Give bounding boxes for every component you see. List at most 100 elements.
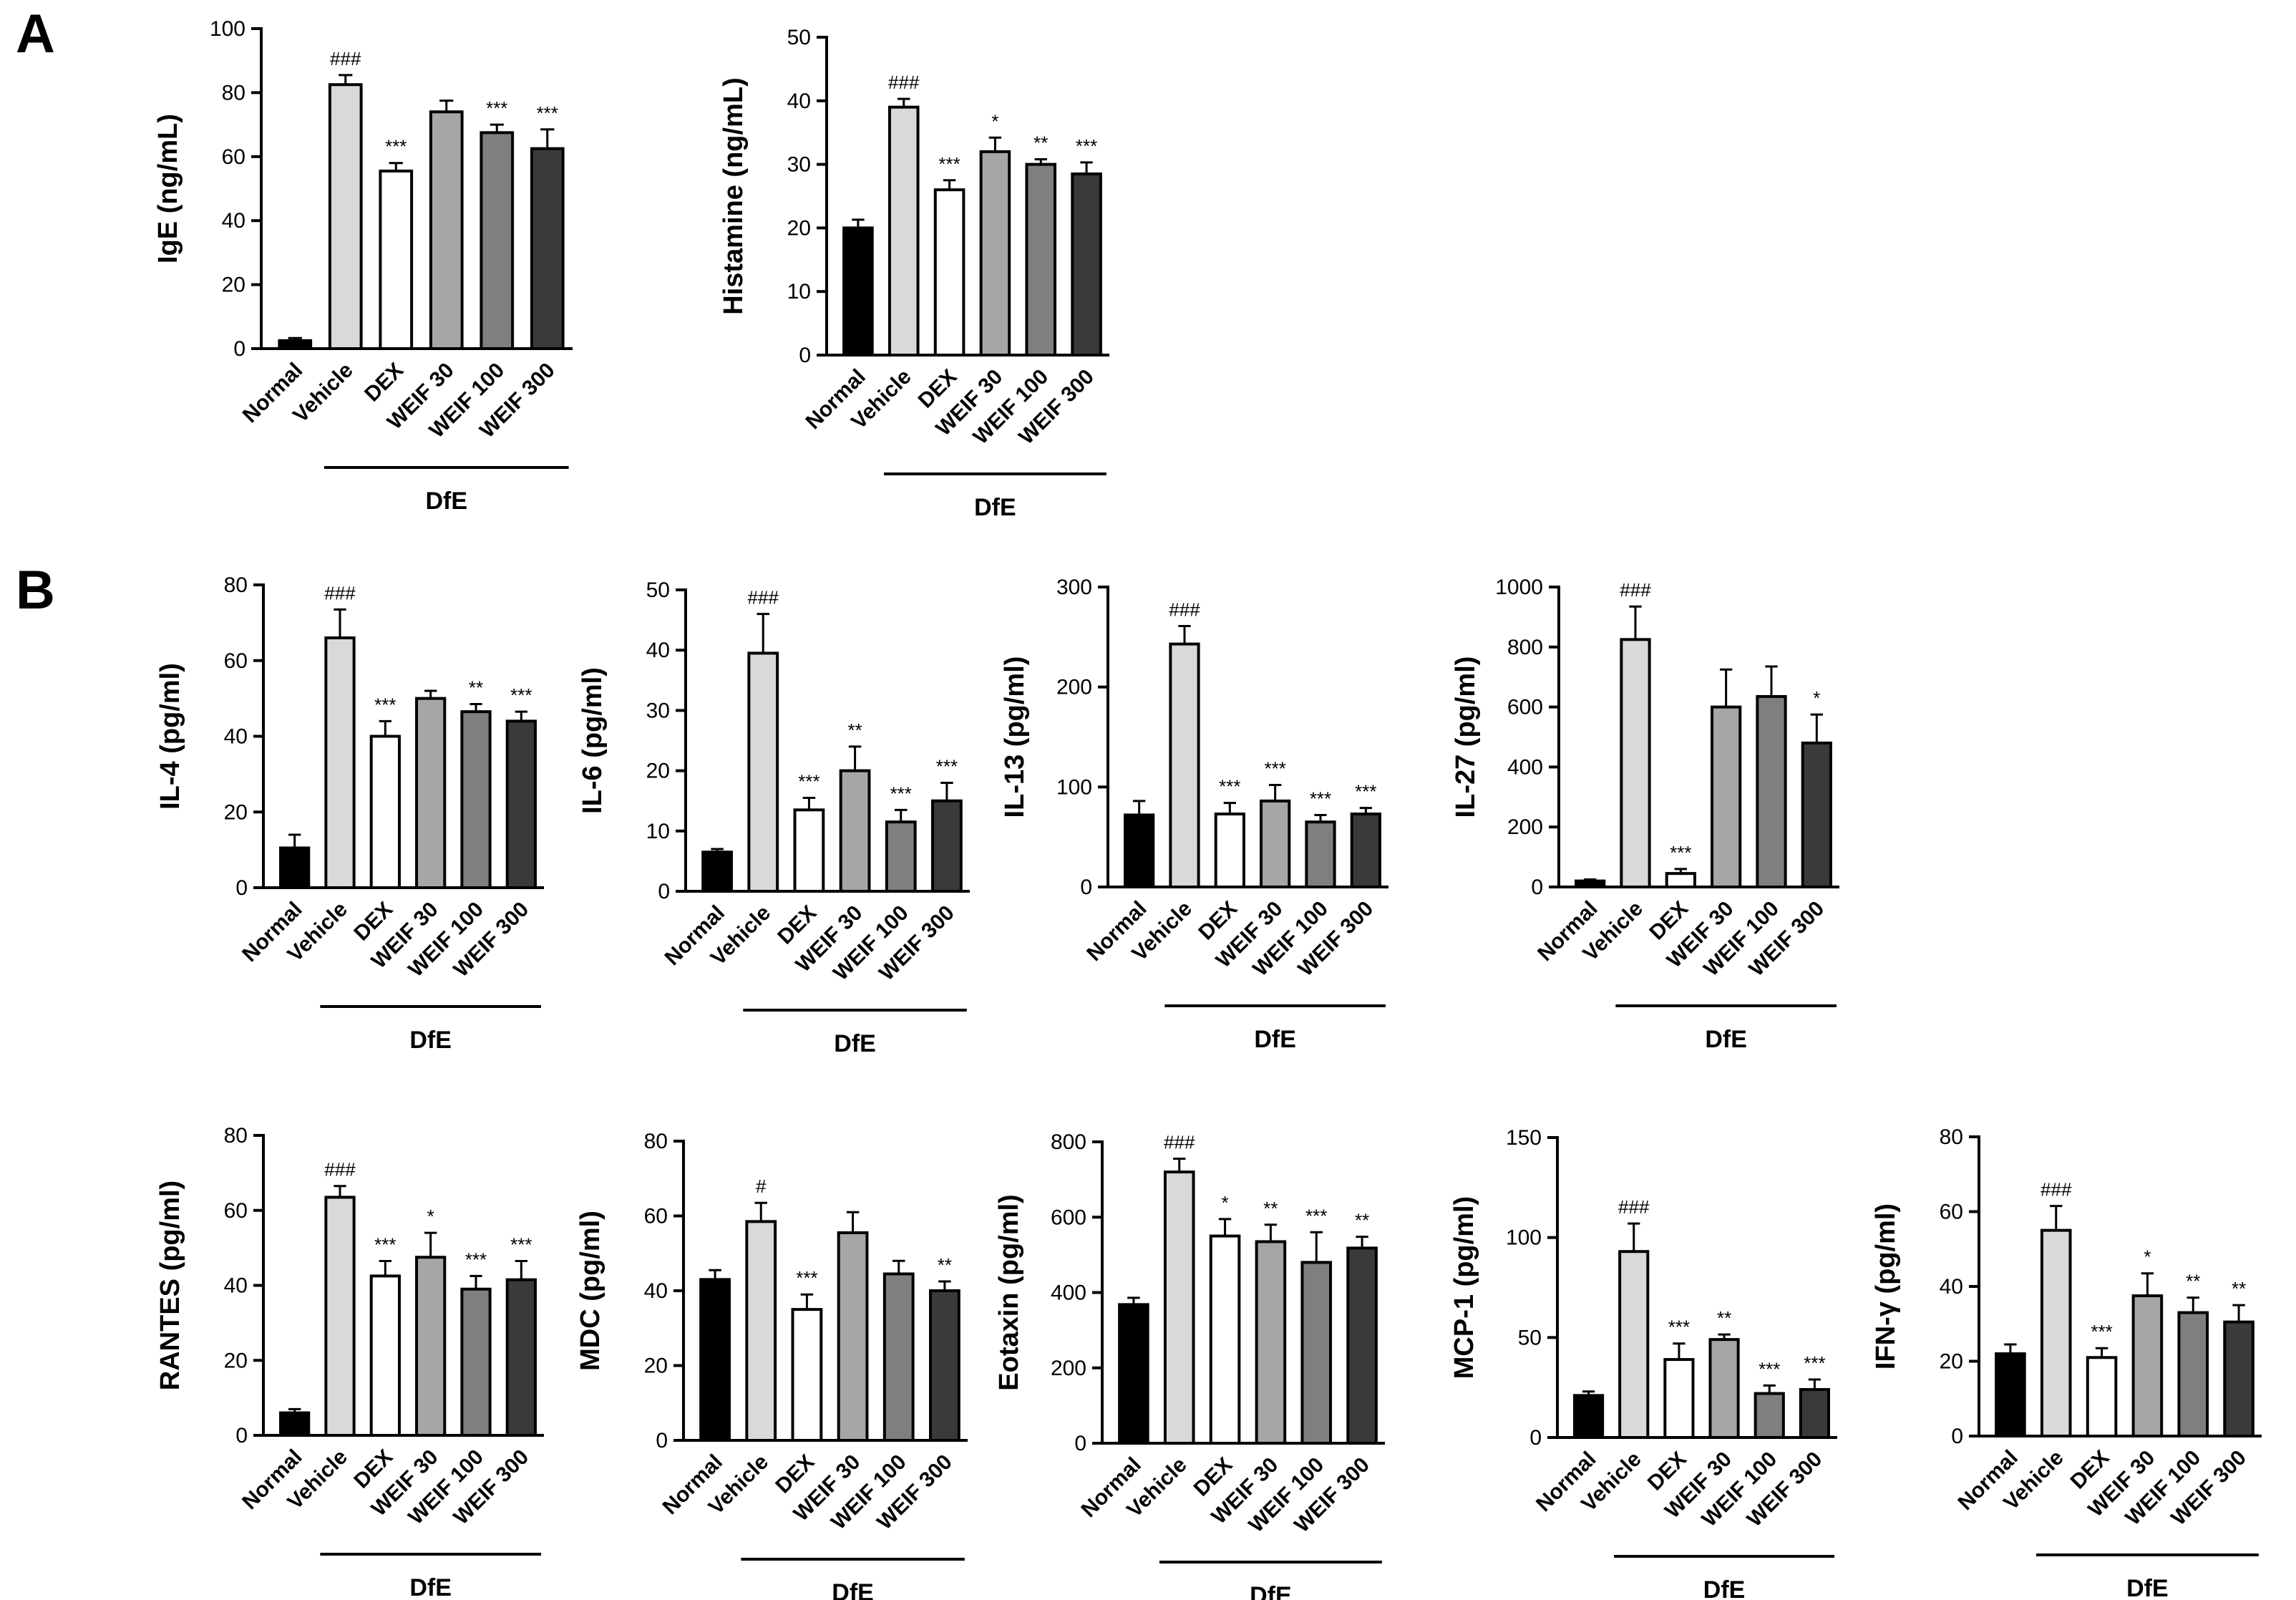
y-tick-label: 60 [1940,1201,1963,1224]
bar-6 [505,1278,537,1437]
y-axis-label: IL-13 (pg/ml) [1000,656,1030,818]
bar-3 [369,734,401,889]
y-tick-label: 80 [1940,1125,1963,1149]
y-axis-label: IL-6 (pg/ml) [578,667,608,814]
significance-label: * [1813,687,1820,709]
y-axis-label: MDC (pg/ml) [575,1211,605,1371]
bar-3 [1663,1358,1695,1440]
group-label: DfE [834,1030,876,1057]
bar-6 [1346,1246,1378,1445]
bar-5 [1753,1392,1785,1439]
y-axis-label: IL-27 (pg/ml) [1451,656,1481,818]
y-tick-label: 40 [224,725,248,749]
bar-2 [1618,1250,1650,1439]
significance-label: *** [510,684,532,706]
bar-4 [1708,1338,1740,1440]
y-tick-label: 0 [233,337,245,361]
bar-6 [931,799,963,893]
bar-3 [793,808,825,893]
y-tick-label: 60 [222,145,245,169]
significance-label: ** [1355,1210,1369,1231]
bar-3 [2086,1356,2118,1438]
significance-label: ### [1618,1196,1650,1218]
y-tick-label: 150 [1506,1126,1542,1150]
y-tick-label: 400 [1051,1281,1086,1305]
bar-3 [791,1308,823,1442]
significance-label: *** [796,1267,817,1289]
y-tick-label: 50 [646,578,670,602]
bar-6 [1071,172,1102,357]
significance-label: *** [938,153,960,175]
y-tick-label: 20 [644,1354,668,1378]
bar-1 [699,1278,731,1442]
y-tick-label: 40 [1940,1275,1963,1299]
bar-3 [933,188,965,357]
y-tick-label: 600 [1507,696,1543,719]
significance-label: *** [1264,758,1285,780]
bar-5 [885,820,917,893]
bar-6 [2223,1320,2254,1437]
bar-5 [460,710,492,889]
bar-5 [460,1287,492,1437]
y-tick-label: 0 [658,880,670,903]
significance-label: *** [1668,1317,1690,1338]
group-label: DfE [1250,1582,1292,1600]
y-tick-label: 0 [1529,1426,1542,1450]
y-tick-label: 0 [1080,876,1092,899]
bar-4 [415,697,447,889]
y-tick-label: 60 [644,1205,668,1228]
bar-3 [1209,1234,1241,1445]
y-axis-label: RANTES (pg/ml) [155,1180,185,1390]
group-label: DfE [425,488,467,515]
bar-4 [1260,799,1291,889]
y-tick-label: 20 [646,760,670,783]
bar-1 [1995,1352,2026,1438]
group-label: DfE [1254,1026,1296,1053]
y-tick-label: 800 [1507,636,1543,659]
y-tick-label: 10 [646,820,670,843]
bar-1 [279,846,311,889]
bar-3 [369,1274,401,1437]
y-tick-label: 10 [787,280,811,304]
y-tick-label: 300 [1056,576,1092,599]
y-axis-label: MCP-1 (pg/ml) [1449,1196,1479,1379]
y-tick-label: 80 [224,573,248,597]
y-tick-label: 50 [1518,1326,1542,1349]
y-tick-label: 0 [1074,1432,1086,1455]
y-axis-label: Eotaxin (pg/ml) [994,1194,1024,1390]
bar-5 [1300,1261,1333,1445]
y-tick-label: 100 [210,17,245,41]
y-tick-label: 0 [1531,876,1543,899]
bar-2 [1620,638,1651,888]
bar-5 [1756,694,1787,888]
bar-6 [1350,813,1381,888]
bar-2 [1169,642,1200,888]
bar-6 [530,147,565,350]
y-tick-label: 60 [224,1199,248,1223]
bar-2 [324,1196,356,1437]
bar-1 [279,1411,311,1437]
significance-label: *** [1759,1358,1780,1380]
significance-label: ** [847,719,862,741]
significance-label: ** [2186,1271,2200,1292]
group-label: DfE [832,1579,874,1600]
significance-label: * [427,1206,434,1227]
bar-6 [929,1289,960,1442]
group-label: DfE [1703,1576,1746,1600]
bar-2 [747,651,779,893]
y-tick-label: 1000 [1495,576,1543,599]
bar-6 [505,719,537,889]
bar-1 [1118,1303,1149,1445]
significance-label: ### [748,587,779,609]
y-tick-label: 600 [1051,1206,1086,1229]
bar-2 [745,1220,777,1443]
y-tick-label: 40 [787,89,811,113]
y-tick-label: 0 [1951,1425,1963,1448]
significance-label: *** [537,102,558,124]
y-tick-label: 80 [644,1130,668,1153]
